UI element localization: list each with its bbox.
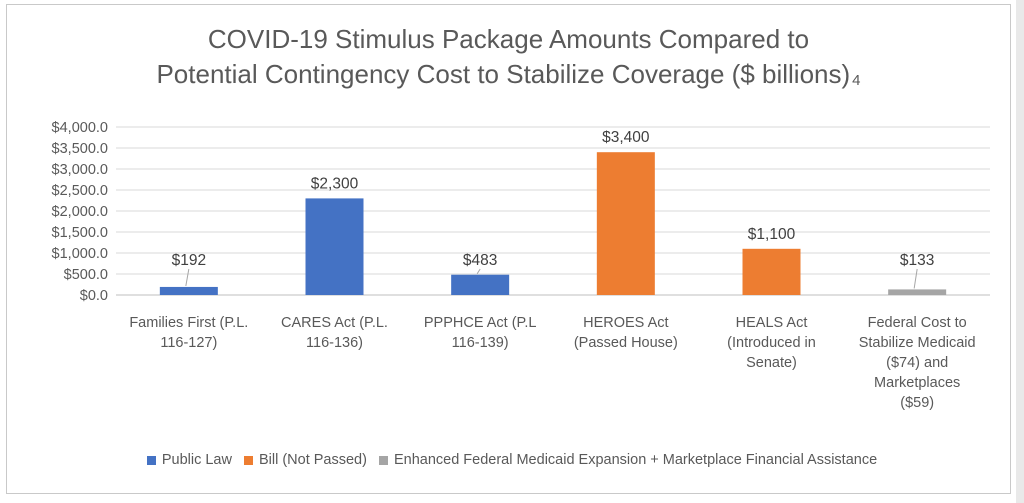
- legend-label: Public Law: [161, 452, 232, 468]
- data-label: $192: [172, 252, 206, 269]
- chart-legend: Public Law Bill (Not Passed) Enhanced Fede…: [0, 452, 1024, 469]
- data-label: $483: [463, 252, 497, 269]
- y-tick-label: $0.0: [80, 288, 108, 304]
- bars: [159, 152, 947, 295]
- data-label: $133: [900, 252, 934, 269]
- data-label: $1,100: [748, 226, 796, 243]
- x-category-label: 116-139): [452, 335, 509, 351]
- y-tick-label: $2,000.0: [52, 204, 108, 220]
- x-category-label: 116-136): [306, 335, 363, 351]
- y-tick-label: $3,000.0: [52, 162, 108, 178]
- bar: [888, 289, 947, 295]
- title-footnote-marker: 4: [852, 72, 861, 89]
- x-category-label: CARES Act (P.L.: [281, 315, 388, 331]
- y-tick-label: $3,500.0: [52, 141, 108, 157]
- x-category-label: (Introduced in: [727, 335, 816, 351]
- bar: [305, 198, 364, 295]
- gridlines: [116, 126, 990, 296]
- bar: [742, 248, 801, 295]
- chart-title-line-2-text: Potential Contingency Cost to Stabilize …: [156, 59, 851, 89]
- chart-title: COVID-19 Stimulus Package Amounts Compar…: [6, 22, 1011, 92]
- x-category-label: ($59): [900, 395, 934, 411]
- bar: [159, 286, 218, 295]
- y-axis-tick-labels: $0.0 $500.0 $1,000.0 $1,500.0 $2,000.0 $2,500…: [52, 120, 108, 304]
- x-category-label: Federal Cost to: [868, 315, 967, 331]
- legend-label: Enhanced Federal Medicaid Expansion + Ma…: [393, 452, 878, 468]
- data-labels: $192 $2,300 $483 $3,400 $1,100 $133: [172, 129, 934, 289]
- data-label-leader-line: [476, 268, 481, 274]
- x-category-label: Stabilize Medicaid: [859, 335, 976, 351]
- y-tick-label: $1,500.0: [52, 225, 108, 241]
- chart-title-line-1: COVID-19 Stimulus Package Amounts Compar…: [207, 24, 810, 54]
- legend-item: Enhanced Federal Medicaid Expansion + Ma…: [378, 452, 878, 468]
- data-label-leader-line: [185, 268, 190, 287]
- bar: [451, 274, 510, 295]
- data-label: $3,400: [602, 129, 650, 146]
- legend-swatch: [243, 455, 253, 465]
- legend-item: Bill (Not Passed): [243, 452, 367, 468]
- x-category-label: Marketplaces: [874, 375, 960, 391]
- window-edge: [1016, 0, 1024, 503]
- bar: [596, 152, 655, 295]
- y-tick-label: $500.0: [64, 267, 108, 283]
- x-category-label: PPPHCE Act (P.L: [424, 315, 537, 331]
- x-category-label: 116-127): [160, 335, 217, 351]
- x-category-label: Families First (P.L.: [129, 315, 248, 331]
- y-tick-label: $4,000.0: [52, 120, 108, 136]
- x-axis-category-labels: Families First (P.L. 116-127) CARES Act (P…: [129, 315, 975, 411]
- data-label-leader-line: [913, 268, 918, 289]
- chart-title-line-2: Potential Contingency Cost to Stabilize …: [6, 57, 1011, 92]
- x-category-label: HEROES Act: [583, 315, 668, 331]
- chart-frame: [6, 4, 1011, 494]
- x-category-label: (Passed House): [574, 335, 678, 351]
- legend-swatch: [146, 455, 156, 465]
- legend-label: Bill (Not Passed): [258, 452, 367, 468]
- y-tick-label: $2,500.0: [52, 183, 108, 199]
- data-label: $2,300: [311, 175, 359, 192]
- x-category-label: HEALS Act: [736, 315, 808, 331]
- y-tick-label: $1,000.0: [52, 246, 108, 262]
- x-category-label: Senate): [746, 355, 797, 371]
- legend-swatch: [378, 455, 388, 465]
- legend-item: Public Law: [146, 452, 232, 468]
- x-category-label: ($74) and: [886, 355, 948, 371]
